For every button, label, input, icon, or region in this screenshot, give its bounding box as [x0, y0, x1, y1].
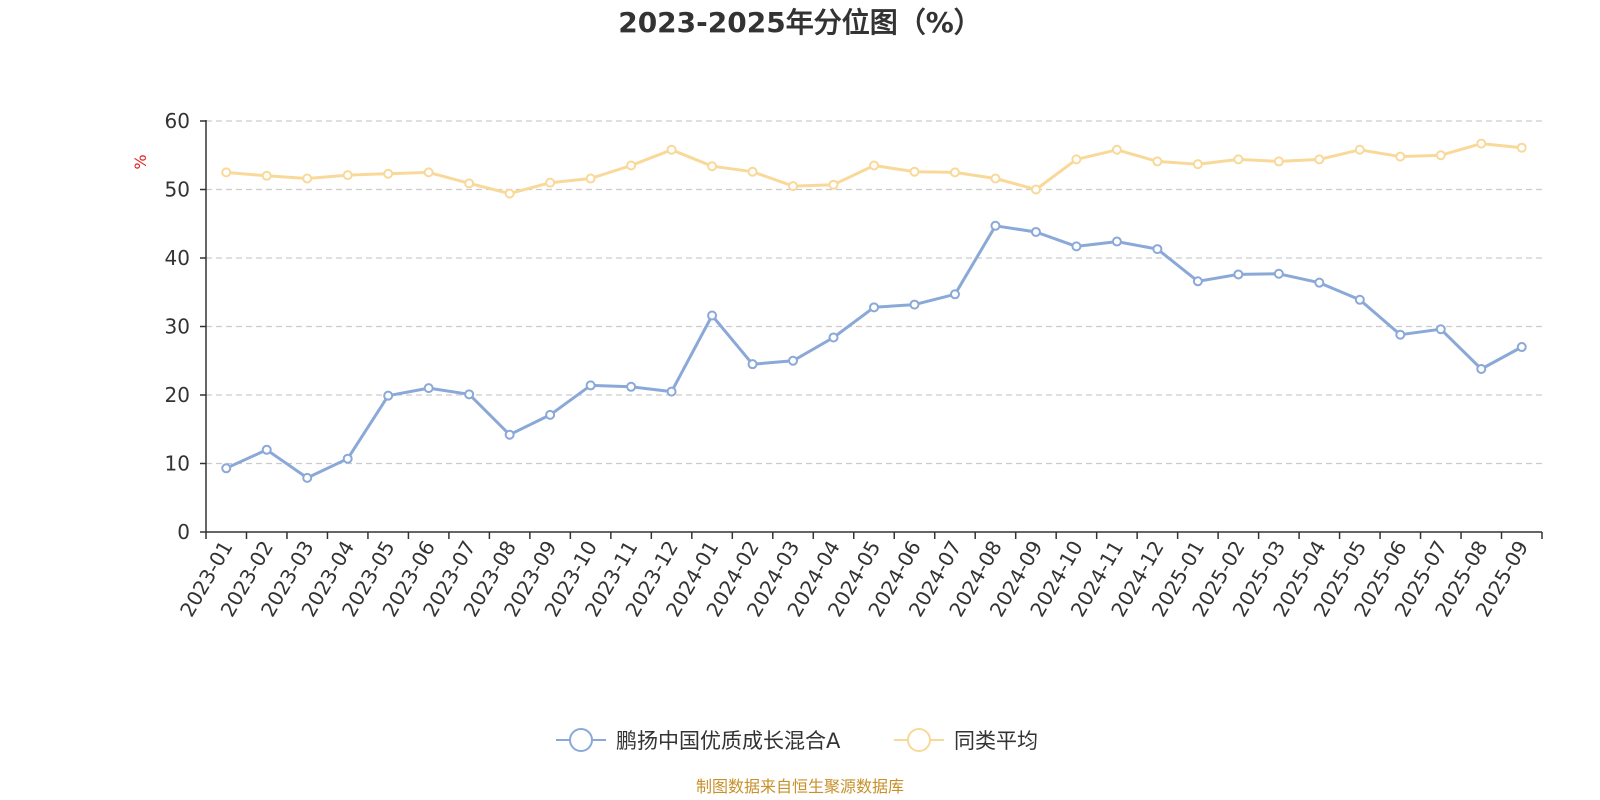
data-point — [1354, 294, 1365, 305]
y-tick-label: 10 — [165, 452, 190, 476]
data-point — [545, 177, 556, 188]
data-point — [1233, 154, 1244, 165]
data-point — [666, 144, 677, 155]
data-point — [1435, 324, 1446, 335]
data-point — [707, 161, 718, 172]
data-point — [1233, 269, 1244, 280]
data-point — [1516, 342, 1527, 353]
data-point — [1273, 156, 1284, 167]
legend-item-0[interactable]: 鹏扬中国优质成长混合A — [556, 728, 841, 753]
data-point — [342, 453, 353, 464]
legend-item-1[interactable]: 同类平均 — [894, 728, 1038, 753]
data-point — [1030, 184, 1041, 195]
data-point — [423, 167, 434, 178]
chart-title: 2023-2025年分位图（%） — [618, 6, 982, 39]
data-point — [1435, 150, 1446, 161]
data-point — [1111, 144, 1122, 155]
data-point — [504, 188, 515, 199]
y-tick-label: 0 — [177, 520, 190, 544]
data-point — [788, 181, 799, 192]
data-point — [747, 359, 758, 370]
data-point — [383, 390, 394, 401]
gridlines — [206, 120, 1542, 465]
data-point — [949, 167, 960, 178]
data-point — [585, 380, 596, 391]
data-point — [1354, 144, 1365, 155]
data-point — [545, 409, 556, 420]
data-point — [626, 381, 637, 392]
data-point — [1476, 363, 1487, 374]
data-point — [1476, 138, 1487, 149]
data-point — [1192, 276, 1203, 287]
legend-label: 鹏扬中国优质成长混合A — [616, 729, 841, 753]
data-point — [666, 386, 677, 397]
data-point — [707, 310, 718, 321]
data-point — [1395, 151, 1406, 162]
data-point — [828, 332, 839, 343]
series-line-0 — [225, 224, 1523, 480]
y-axis-unit-label: % — [131, 154, 150, 169]
data-point — [464, 178, 475, 189]
data-point — [342, 170, 353, 181]
data-point — [1516, 142, 1527, 153]
legend[interactable]: 鹏扬中国优质成长混合A 同类平均 — [556, 728, 1038, 753]
data-point — [585, 173, 596, 184]
data-point — [504, 429, 515, 440]
data-point — [1395, 329, 1406, 340]
source-note: 制图数据来自恒生聚源数据库 — [696, 777, 904, 796]
data-point — [788, 355, 799, 366]
data-point — [302, 472, 313, 483]
data-point — [869, 160, 879, 171]
data-point — [383, 168, 394, 179]
y-tick-label: 40 — [165, 246, 190, 270]
y-tick-label: 60 — [165, 109, 190, 133]
data-point — [747, 166, 758, 177]
data-point — [909, 299, 920, 310]
series-lines — [221, 138, 1527, 483]
data-point — [423, 383, 434, 394]
axes: 01020304050602023-012023-022023-032023-0… — [165, 109, 1543, 621]
data-point — [1152, 156, 1163, 167]
data-point — [990, 220, 1001, 231]
data-point — [990, 173, 1001, 184]
data-point — [828, 179, 839, 190]
data-point — [909, 166, 920, 177]
legend-marker-icon — [569, 728, 593, 752]
legend-marker-icon — [907, 728, 931, 752]
data-point — [949, 289, 960, 300]
data-point — [1071, 154, 1082, 165]
data-point — [1192, 159, 1203, 170]
y-tick-label: 20 — [165, 383, 190, 407]
y-tick-label: 30 — [165, 315, 190, 339]
legend-label: 同类平均 — [954, 729, 1038, 753]
y-tick-label: 50 — [165, 178, 190, 202]
data-point — [626, 160, 637, 171]
data-point — [464, 389, 475, 400]
data-point — [261, 170, 272, 181]
data-point — [1314, 277, 1325, 288]
data-point — [1273, 268, 1284, 279]
data-point — [302, 173, 313, 184]
data-point — [869, 302, 879, 313]
data-point — [1071, 241, 1082, 252]
data-point — [221, 463, 232, 474]
data-point — [261, 444, 272, 455]
data-point — [1030, 226, 1041, 237]
data-point — [1152, 244, 1163, 255]
data-point — [221, 167, 232, 178]
data-point — [1314, 154, 1325, 165]
data-point — [1111, 236, 1122, 247]
